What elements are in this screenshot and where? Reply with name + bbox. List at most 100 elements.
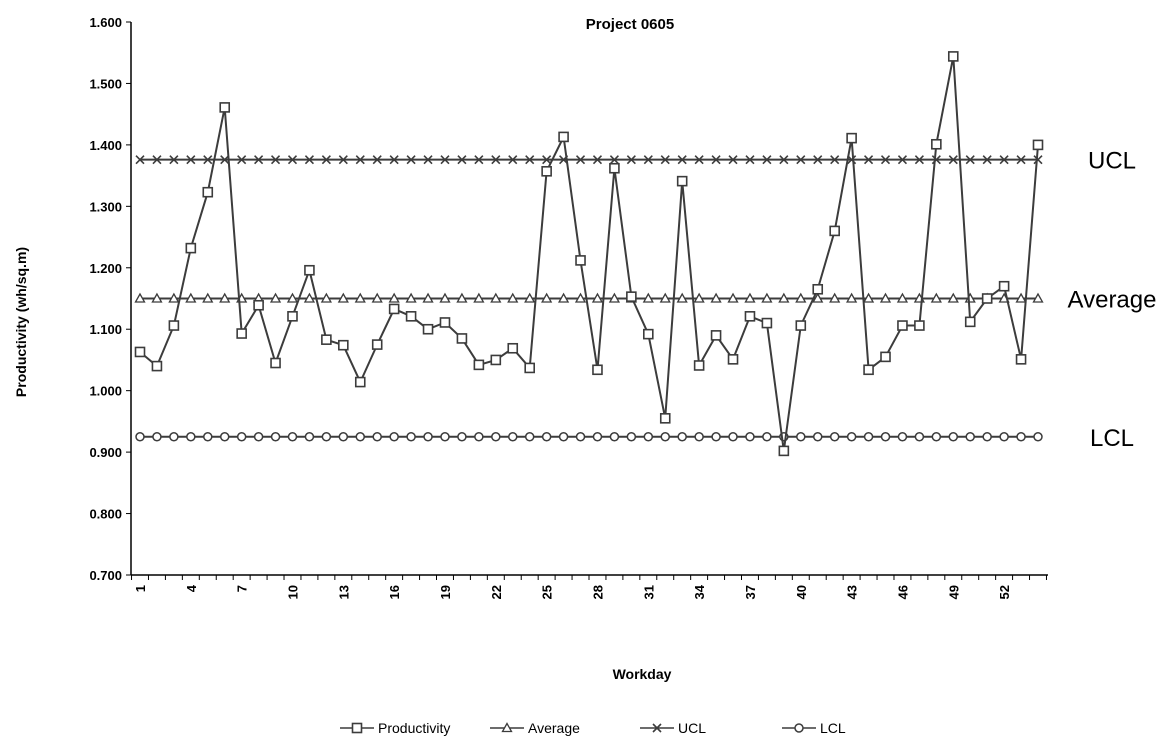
- data-point: [1032, 139, 1044, 151]
- data-point: [998, 280, 1010, 292]
- y-axis-label: Productivity (wh/sq.m): [13, 247, 29, 397]
- data-point: [795, 320, 807, 331]
- data-point: [728, 432, 738, 442]
- data-point: [812, 292, 824, 303]
- annotation-label: UCL: [1088, 148, 1136, 175]
- data-point: [508, 432, 518, 442]
- y-tick-label: 0.700: [89, 568, 122, 583]
- legend-item-ucl: UCL: [640, 720, 706, 736]
- series-productivity: [134, 51, 1044, 457]
- data-point: [254, 155, 264, 165]
- data-point: [1015, 292, 1027, 303]
- y-tick-label: 1.600: [89, 15, 122, 30]
- data-point: [930, 292, 942, 303]
- data-point: [457, 155, 467, 165]
- x-tick-label: 52: [997, 585, 1012, 599]
- data-point: [219, 432, 230, 442]
- data-point: [812, 432, 823, 442]
- x-tick-label: 1: [133, 585, 148, 592]
- data-point: [676, 175, 688, 187]
- data-point: [524, 292, 536, 303]
- data-point: [405, 311, 417, 322]
- data-point: [744, 292, 756, 303]
- data-point: [220, 155, 230, 165]
- data-point: [677, 432, 687, 442]
- data-point: [1032, 292, 1044, 303]
- data-point: [186, 155, 196, 165]
- data-point: [574, 292, 587, 303]
- data-point: [965, 432, 975, 442]
- data-point: [371, 292, 383, 303]
- legend-label: Average: [528, 720, 580, 736]
- data-point: [524, 432, 535, 442]
- data-point: [744, 311, 756, 322]
- data-point: [134, 346, 146, 358]
- data-point: [372, 155, 382, 165]
- data-point: [541, 292, 553, 303]
- x-tick-label: 22: [489, 585, 504, 599]
- data-point: [796, 155, 806, 165]
- data-point: [1016, 155, 1026, 165]
- data-point: [745, 432, 755, 442]
- data-point: [694, 432, 704, 442]
- data-point: [795, 292, 807, 303]
- data-point: [880, 351, 891, 363]
- data-point: [135, 155, 145, 165]
- data-point: [813, 155, 823, 165]
- y-ticks: 0.700 0.800 0.900 1.000 1.100 1.200 1.300 1.400…: [89, 15, 131, 583]
- data-point: [507, 292, 519, 303]
- data-point: [321, 155, 331, 165]
- x-tick-label: 31: [641, 585, 656, 599]
- y-tick-label: 1.500: [89, 76, 122, 91]
- data-point: [457, 432, 467, 442]
- data-point: [135, 432, 145, 442]
- x-tick-label: 25: [540, 585, 555, 599]
- data-point: [659, 413, 671, 424]
- y-tick-label: 0.800: [89, 507, 122, 522]
- data-point: [608, 292, 621, 303]
- data-point: [660, 432, 670, 442]
- data-point: [423, 432, 433, 442]
- data-point: [287, 155, 298, 165]
- data-point: [914, 432, 925, 442]
- data-point: [660, 155, 670, 165]
- data-point: [914, 155, 924, 165]
- data-point: [491, 155, 501, 165]
- y-tick-label: 1.100: [89, 322, 122, 337]
- data-point: [168, 292, 180, 303]
- legend-label: UCL: [678, 720, 706, 736]
- legend-label: Productivity: [378, 720, 450, 736]
- data-point: [422, 292, 434, 303]
- chart-title: Project 0605: [586, 16, 674, 33]
- data-point: [862, 292, 875, 303]
- data-point: [269, 292, 282, 303]
- data-point: [355, 155, 365, 165]
- legend-item-productivity: Productivity: [340, 720, 450, 736]
- data-point: [947, 51, 959, 62]
- y-tick-label: 1.200: [89, 261, 122, 276]
- data-point: [406, 432, 416, 442]
- x-tick-label: 16: [387, 585, 402, 599]
- data-point: [219, 102, 231, 113]
- x-tick-label: 7: [235, 585, 250, 592]
- data-point: [711, 432, 721, 442]
- data-point: [609, 162, 620, 174]
- data-point: [304, 264, 315, 276]
- data-point: [575, 155, 586, 165]
- legend-label: LCL: [820, 720, 846, 736]
- data-point: [727, 354, 739, 365]
- series-lcl: [135, 432, 1043, 442]
- data-point: [896, 292, 909, 303]
- x-tick-label: 4: [184, 584, 199, 592]
- data-point: [999, 155, 1009, 165]
- y-tick-label: 1.400: [89, 138, 122, 153]
- y-tick-label: 1.000: [89, 384, 122, 399]
- data-point: [541, 432, 552, 442]
- data-point: [745, 155, 755, 165]
- data-point: [304, 432, 315, 442]
- data-point: [371, 339, 383, 350]
- y-tick-label: 1.300: [89, 199, 122, 214]
- data-point: [626, 291, 637, 302]
- data-point: [761, 317, 773, 329]
- data-point: [525, 155, 535, 165]
